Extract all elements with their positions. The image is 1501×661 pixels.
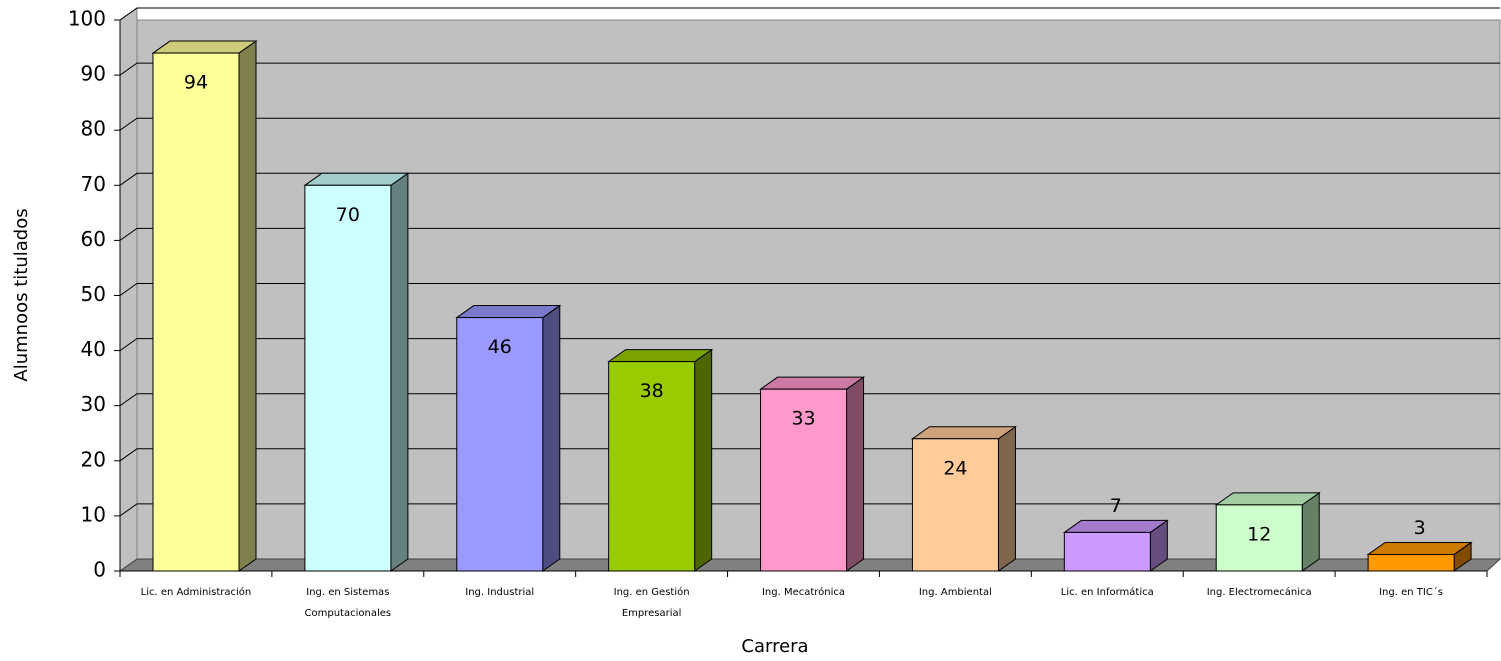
y-tick-label: 50 — [81, 282, 106, 306]
grid-line — [119, 338, 1500, 352]
bar-side — [846, 376, 865, 572]
bar-top — [910, 426, 1018, 440]
grid-line — [119, 62, 1500, 76]
value-label: 24 — [943, 457, 967, 479]
bar-top — [455, 305, 562, 319]
grid-line — [119, 503, 1500, 517]
grid-line — [119, 448, 1500, 462]
bar-side — [542, 304, 561, 572]
x-tick-label: Ing. en Sistemas Computacionales — [305, 587, 392, 619]
value-label: 70 — [336, 204, 360, 226]
x-tick-label: Ing. Ambiental — [919, 587, 992, 598]
x-tick-label: Lic. en Administración — [141, 586, 252, 598]
bar — [1215, 504, 1303, 572]
bar — [911, 438, 999, 572]
x-tick-label: Ing. Industrial — [465, 587, 534, 598]
y-tick-label: 30 — [81, 392, 106, 416]
bar — [760, 388, 848, 572]
bar — [456, 317, 544, 572]
bar-top — [1214, 492, 1321, 506]
y-tick-label: 20 — [81, 447, 106, 471]
y-tick-label: 0 — [93, 558, 106, 582]
value-label: 33 — [791, 408, 815, 430]
grid-line — [119, 7, 1500, 21]
x-tick-label: Lic. en Informática — [1061, 586, 1154, 598]
value-label: 38 — [640, 380, 664, 402]
value-label: 46 — [488, 336, 512, 358]
grid-line — [119, 172, 1500, 186]
bar — [1063, 531, 1151, 572]
bar-top — [303, 172, 410, 186]
grid-line — [119, 393, 1500, 407]
bar-side — [238, 40, 257, 572]
y-tick-label: 60 — [81, 227, 106, 251]
y-tick-label: 100 — [68, 7, 106, 31]
bar — [608, 361, 696, 572]
bar — [304, 184, 392, 572]
bar-top — [1062, 519, 1169, 533]
x-axis-title: Carrera — [741, 636, 808, 657]
grid-line — [119, 283, 1500, 296]
value-label: 94 — [184, 72, 208, 94]
x-tick-label: Ing. Mecatrónica — [762, 586, 845, 598]
bar — [1367, 553, 1455, 572]
bar-top — [607, 349, 714, 363]
y-tick-label: 40 — [81, 337, 106, 361]
y-tick-label: 10 — [81, 502, 106, 526]
value-label: 3 — [1414, 517, 1426, 539]
y-tick-label: 80 — [81, 117, 106, 141]
y-tick-label: 90 — [81, 62, 106, 86]
y-axis-title: Alumnoos titulados — [11, 208, 32, 381]
grid-line — [119, 117, 1500, 131]
x-tick-label: Ing. en TIC´s — [1379, 586, 1443, 598]
bar-top — [151, 40, 258, 54]
bar-top — [758, 376, 866, 390]
value-label: 12 — [1247, 523, 1271, 545]
bar-side — [1301, 491, 1320, 572]
y-tick-label: 70 — [81, 172, 106, 196]
bar-side — [694, 348, 713, 572]
x-tick-label: Ing. Electromecánica — [1207, 586, 1312, 598]
bar — [152, 52, 240, 572]
grid-line — [119, 227, 1500, 241]
bar-side — [390, 172, 409, 572]
value-label: 7 — [1110, 495, 1122, 517]
bar-top — [1366, 541, 1473, 555]
x-tick-label: Ing. en Gestión Empresarial — [614, 586, 690, 619]
bar-side — [997, 425, 1016, 572]
